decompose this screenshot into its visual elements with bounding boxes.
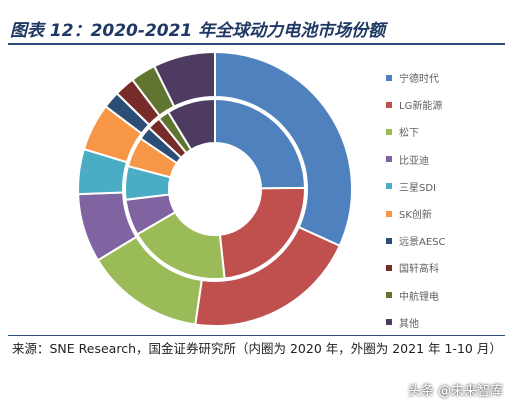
legend-item: 远景AESC (386, 227, 508, 254)
legend-label: 远景AESC (399, 237, 446, 249)
inner-ring-2020 (124, 97, 307, 280)
legend-swatch (386, 128, 392, 135)
legend-swatch (386, 74, 392, 81)
legend-swatch (386, 264, 392, 271)
legend-swatch (386, 156, 392, 163)
legend-item: 中航锂电 (386, 282, 508, 309)
legend-label: 中航锂电 (399, 291, 439, 303)
title-divider (8, 43, 505, 45)
legend-label: 松下 (399, 128, 419, 140)
watermark: 头条 @未来智库 (407, 384, 503, 399)
source-note: 来源：SNE Research，国金证券研究所（内圈为 2020 年，外圈为 2… (12, 341, 502, 356)
legend-label: LG新能源 (399, 101, 443, 113)
outer-slice-1 (214, 50, 353, 248)
legend-swatch (386, 237, 392, 244)
legend-item: SK创新 (386, 200, 508, 227)
inner-slice-1 (214, 97, 307, 190)
legend-swatch (386, 183, 392, 190)
legend-item: 松下 (386, 118, 508, 145)
legend-item: 比亚迪 (386, 146, 508, 173)
source-divider (8, 335, 505, 336)
chart-title: 图表 12：2020-2021 年全球动力电池市场份额 (10, 21, 386, 41)
legend: 宁德时代 LG新能源松下比亚迪三星SDI SK创新远景AESC 国轩高科中航锂电其他 (386, 64, 508, 336)
legend-label: SK创新 (399, 210, 432, 222)
legend-item: 宁德时代 (386, 64, 508, 91)
legend-swatch (386, 101, 392, 108)
double-donut-chart (77, 50, 353, 327)
legend-item: 国轩高科 (386, 254, 508, 281)
legend-item: 三星SDI (386, 173, 508, 200)
legend-swatch (386, 210, 392, 217)
inner-slice-10 (166, 97, 216, 152)
legend-swatch (386, 319, 392, 326)
outer-ring-2021 (77, 50, 353, 327)
legend-item: 其他 (386, 309, 508, 336)
outer-slice-10 (153, 50, 216, 108)
legend-item: LG新能源 (386, 91, 508, 118)
legend-label: 比亚迪 (399, 155, 429, 167)
legend-swatch (386, 292, 392, 299)
legend-label: 国轩高科 (399, 264, 439, 276)
legend-label: 其他 (399, 318, 419, 330)
legend-label: 宁德时代 (399, 74, 439, 86)
legend-label: 三星SDI (399, 182, 436, 194)
